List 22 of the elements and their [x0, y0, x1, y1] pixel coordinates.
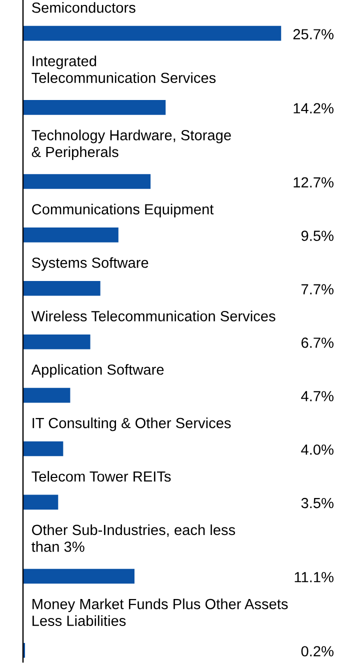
- data-label: 6.7%: [302, 338, 334, 348]
- y-tick-label: Semiconductors: [32, 2, 136, 13]
- y-tick-label: Integrated Telecommunication Services: [32, 56, 216, 84]
- y-tick-label: Wireless Telecommunication Services: [31, 310, 276, 322]
- data-label: 4.7%: [301, 391, 334, 402]
- data-label: 0.2%: [301, 646, 334, 656]
- data-label: 4.0%: [301, 444, 334, 455]
- data-label: 9.5%: [301, 230, 334, 241]
- y-tick-label: Other Sub-Industries, each less than 3%: [32, 524, 236, 552]
- data-label: 25.7%: [293, 29, 334, 40]
- data-label: 3.5%: [301, 498, 334, 508]
- y-tick-label: IT Consulting & Other Services: [32, 418, 231, 432]
- data-label: 12.7%: [294, 177, 334, 188]
- y-tick-label: Technology Hardware, Storage & Peripherals: [32, 130, 231, 160]
- data-label: 7.7%: [302, 284, 334, 294]
- y-tick-label: Money Market Funds Plus Other Assets Less Liabilities: [32, 598, 288, 626]
- y-tick-label: Communications Equipment: [32, 204, 214, 218]
- y-tick-label: Systems Software: [32, 257, 148, 271]
- data-label: 14.2%: [294, 103, 334, 114]
- data-label: 11.1%: [294, 572, 334, 582]
- y-tick-label: Telecom Tower REITs: [32, 470, 171, 482]
- y-tick-label: Application Software: [31, 364, 164, 378]
